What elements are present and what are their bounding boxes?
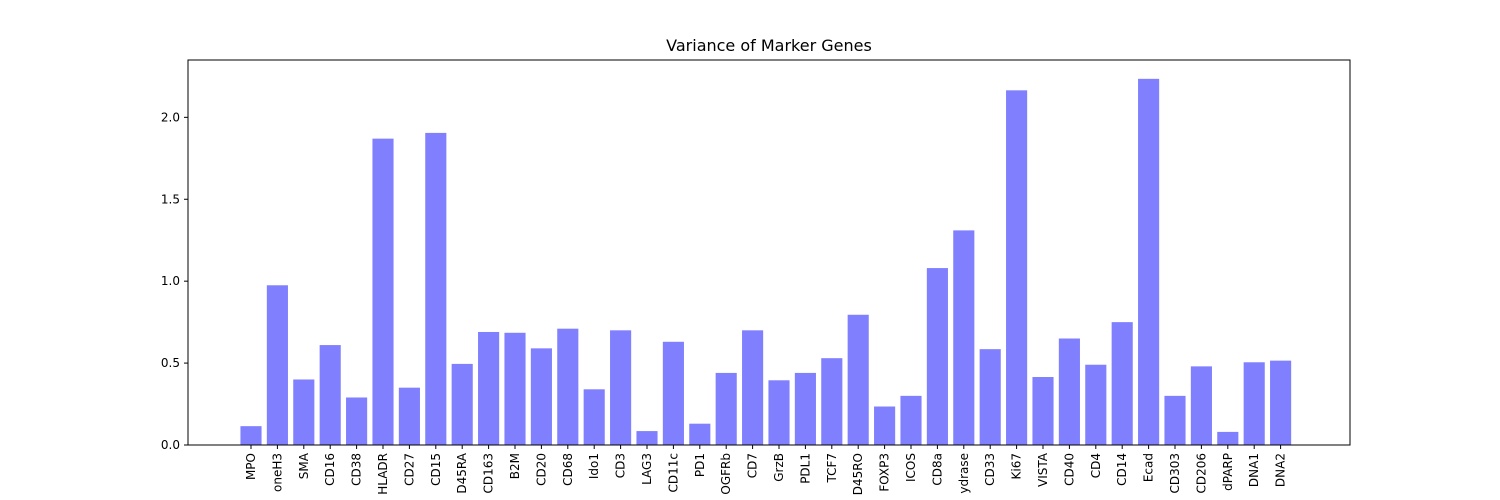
x-tick-label: CD27 (402, 453, 416, 486)
bar-CD206 (1190, 366, 1212, 445)
bar-CD38 (346, 397, 368, 445)
bar-CD14 (1111, 322, 1133, 445)
bar-oneH3 (266, 285, 288, 445)
bar-Ecad (1138, 78, 1160, 445)
x-tick-label: CD33 (983, 453, 997, 486)
x-tick-label: DNA2 (1274, 453, 1288, 487)
y-tick-label: 1.0 (161, 274, 180, 288)
x-tick-label: Ecad (1142, 453, 1156, 482)
x-tick-label: CD206 (1194, 453, 1208, 494)
bar-dPARP (1217, 431, 1239, 445)
bar-CD16 (319, 345, 341, 445)
bar-CD68 (557, 328, 579, 445)
x-tick-label: CD40 (1062, 453, 1076, 486)
x-tick-label: B2M (508, 453, 522, 479)
x-tick-label: PD1 (693, 453, 707, 477)
x-tick-label: CD38 (350, 453, 364, 486)
bar-DNA1 (1243, 362, 1265, 445)
bar-CD163 (478, 331, 500, 445)
x-tick-label: FOXP3 (878, 453, 892, 492)
x-axis: MPO oneH3 SMA CD16 CD38 HLADR CD27 CD15 D45RA CD1… (244, 445, 1288, 495)
bar-VISTA (1032, 377, 1054, 445)
x-tick-label: CD68 (561, 453, 575, 486)
x-tick-label: TCF7 (825, 453, 839, 484)
x-tick-label: D45RA (455, 452, 469, 493)
x-tick-label: CD163 (482, 453, 496, 494)
chart-title: Variance of Marker Genes (666, 36, 872, 55)
bar-B2M (504, 332, 526, 445)
bar-CD11c (662, 341, 684, 445)
bar-CD20 (530, 348, 552, 445)
x-tick-label: CD303 (1168, 453, 1182, 494)
bar-SMA (293, 379, 315, 445)
x-tick-label: CD14 (1115, 453, 1129, 486)
x-tick-label: ICOS (904, 453, 918, 482)
x-tick-label: SMA (297, 452, 311, 479)
x-tick-label: Ki67 (1010, 453, 1024, 479)
bar-D45RA (451, 363, 473, 445)
bar-CD15 (425, 132, 447, 445)
y-tick-label: 0.0 (161, 438, 180, 452)
x-tick-label: MPO (244, 453, 258, 480)
bar-HLADR (372, 138, 394, 445)
bar-CD3 (610, 330, 632, 445)
bar-CD8a (926, 268, 948, 445)
bar-GrzB (768, 380, 790, 445)
x-tick-label: oneH3 (270, 453, 284, 492)
x-tick-label: HLADR (376, 453, 390, 495)
bar-DNA2 (1270, 360, 1292, 445)
bar-TCF7 (821, 358, 843, 445)
x-tick-label: CD4 (1089, 453, 1103, 478)
y-tick-label: 1.5 (161, 192, 180, 206)
bar-CD27 (398, 387, 420, 445)
bar-FOXP3 (874, 406, 896, 445)
bar-CD40 (1058, 338, 1080, 445)
bar-ydrase (953, 230, 975, 445)
bar-Ido1 (583, 389, 605, 445)
x-tick-label: CD11c (666, 453, 680, 493)
x-tick-label: CD8a (930, 453, 944, 486)
bar-CD7 (742, 330, 764, 445)
x-tick-label: CD3 (614, 453, 628, 478)
x-tick-label: D45RO (851, 453, 865, 495)
bar-PDL1 (794, 372, 816, 445)
y-tick-label: 0.5 (161, 356, 180, 370)
bar-ICOS (900, 395, 922, 445)
x-tick-label: dPARP (1221, 453, 1235, 491)
x-tick-label: ydrase (957, 453, 971, 494)
bar-CD303 (1164, 395, 1186, 445)
bar-CD4 (1085, 364, 1107, 445)
bar-OGFRb (715, 372, 737, 445)
x-tick-label: CD16 (323, 453, 337, 486)
x-tick-label: Ido1 (587, 453, 601, 479)
x-tick-label: CD20 (534, 453, 548, 486)
x-tick-label: VISTA (1036, 452, 1050, 487)
bar-Ki67 (1006, 90, 1028, 445)
bar-PD1 (689, 423, 711, 445)
bars-group (240, 78, 1292, 445)
y-tick-label: 2.0 (161, 110, 180, 124)
x-tick-label: DNA1 (1247, 453, 1261, 487)
bar-LAG3 (636, 431, 658, 445)
x-tick-label: CD7 (746, 453, 760, 478)
x-tick-label: PDL1 (798, 453, 812, 484)
bar-CD33 (979, 349, 1001, 445)
x-tick-label: OGFRb (719, 453, 733, 495)
x-tick-label: CD15 (429, 453, 443, 486)
y-axis: 0.0 0.5 1.0 1.5 2.0 (161, 110, 188, 452)
x-tick-label: GrzB (772, 453, 786, 482)
plot-frame (187, 59, 1351, 446)
bar-D45RO (847, 314, 869, 445)
x-tick-label: LAG3 (640, 453, 654, 485)
bar-MPO (240, 426, 262, 445)
